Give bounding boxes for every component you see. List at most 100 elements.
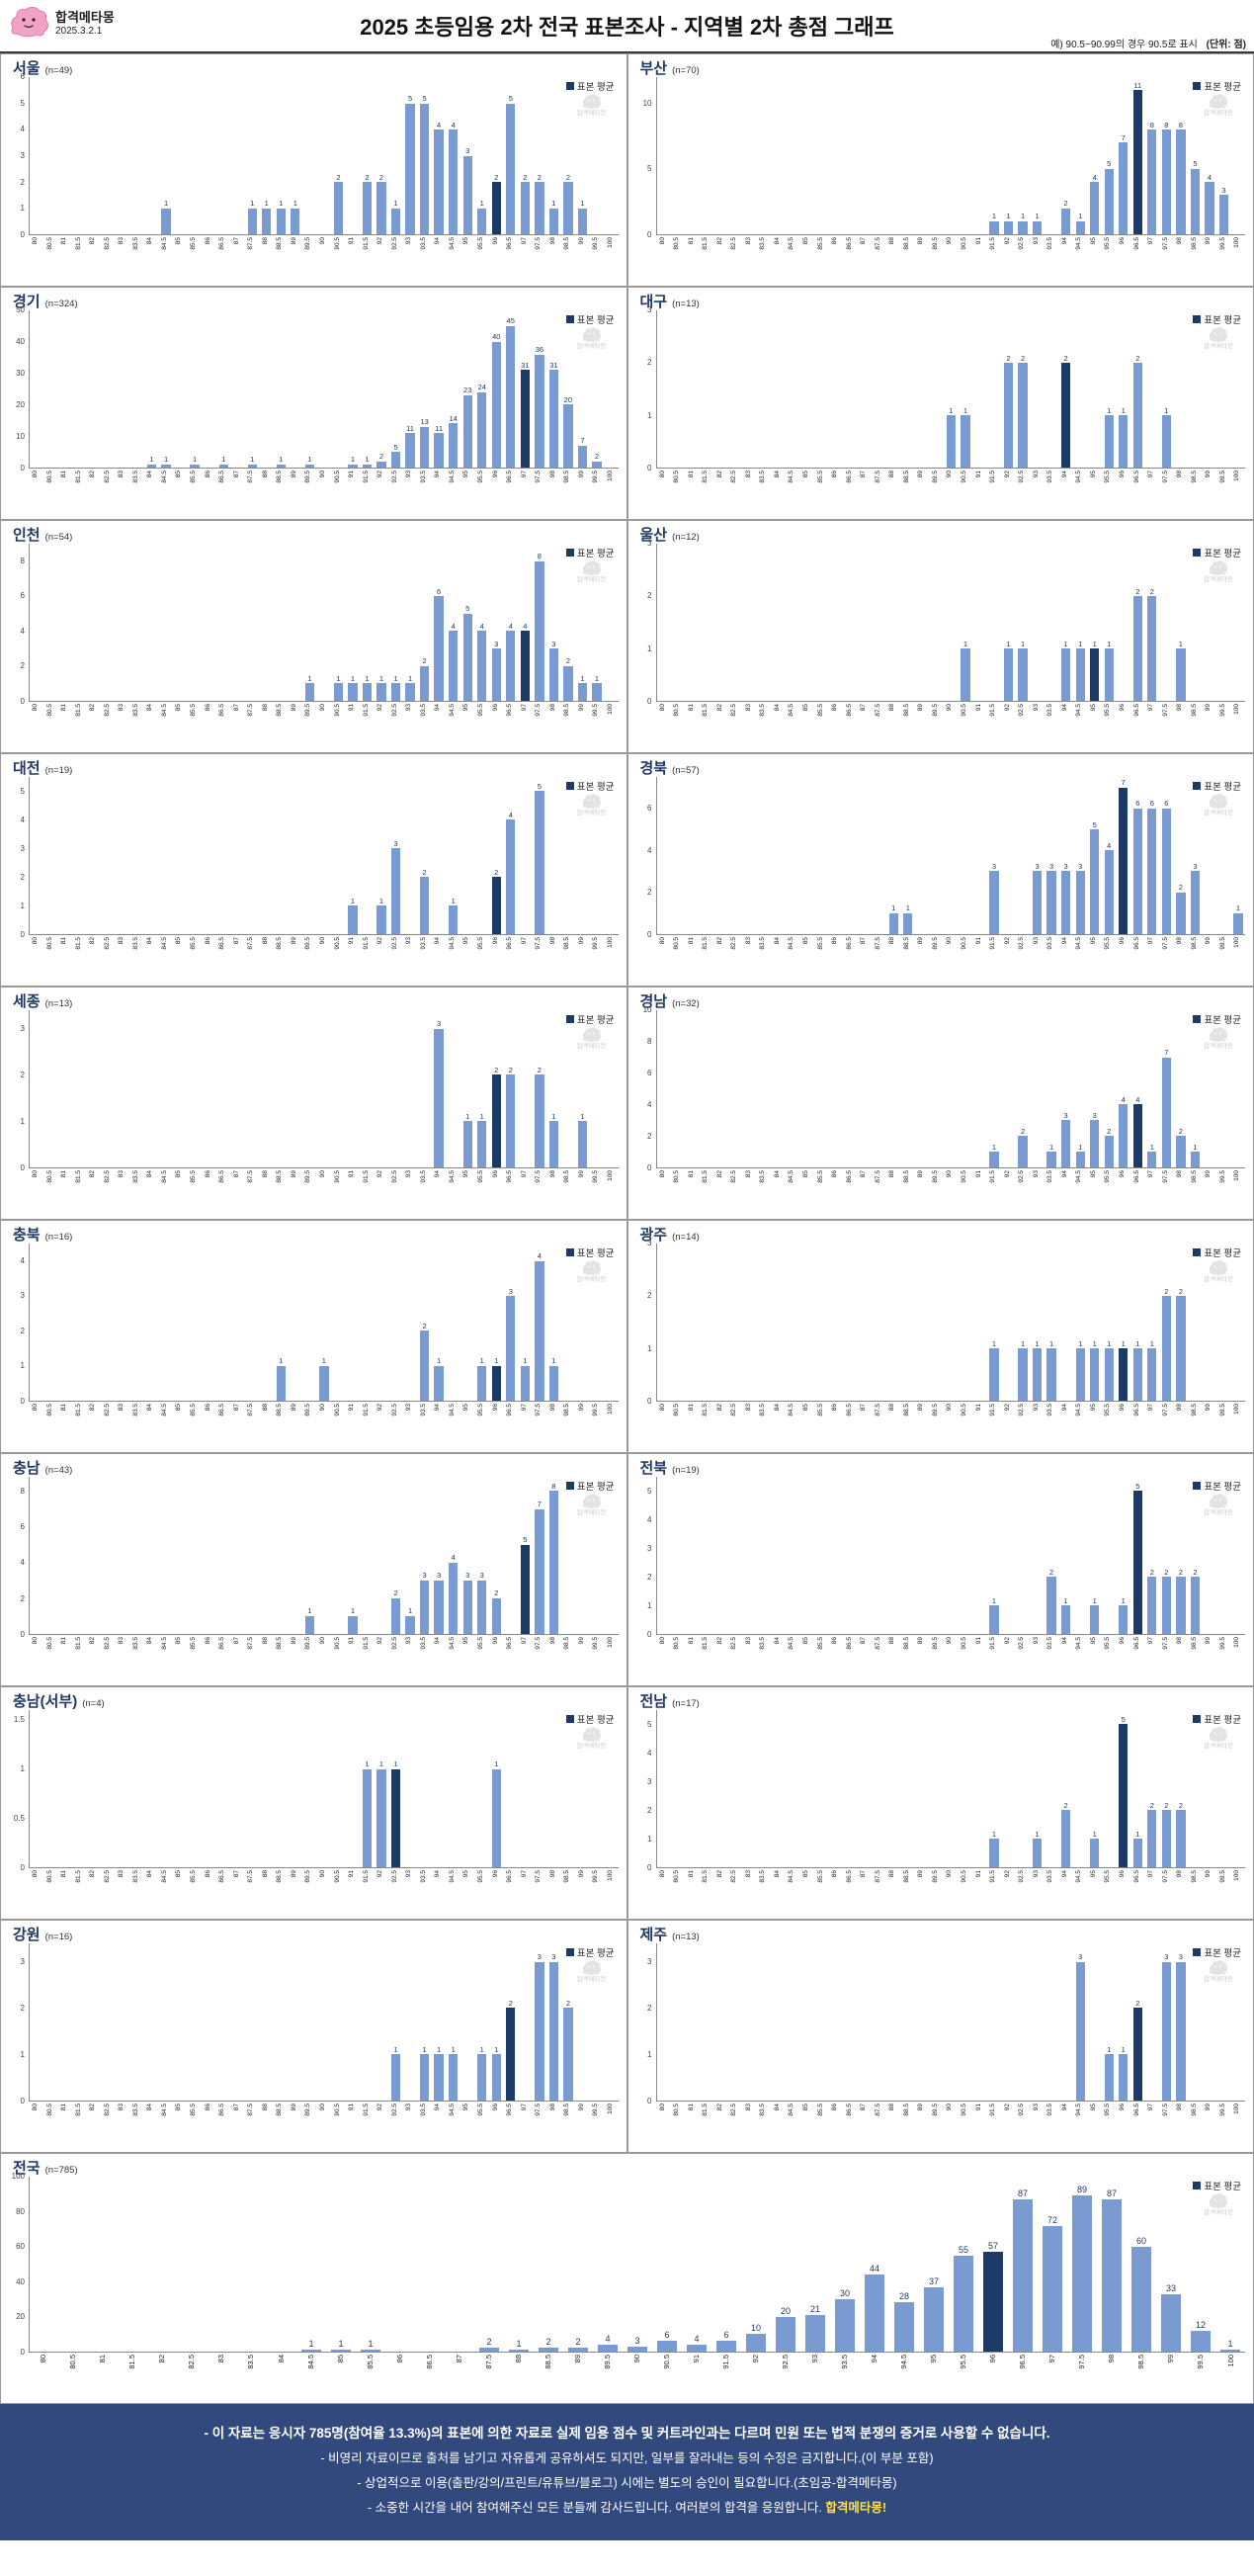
bin-93: 1 <box>1030 1710 1045 1867</box>
bin-97 <box>518 1943 533 2101</box>
bin-81 <box>58 777 73 934</box>
x-tick-label: 100 <box>1233 704 1241 715</box>
bar-95 <box>1090 829 1100 934</box>
x-tick-label: 80.5 <box>673 937 681 950</box>
x-tick: 96 <box>1116 1868 1130 1918</box>
x-tick-label: 99 <box>1205 2104 1212 2111</box>
bar-value: 2 <box>422 1321 427 1331</box>
bin-98.5 <box>1188 544 1203 701</box>
x-tick: 91.5 <box>986 2102 1001 2151</box>
region-title: 충남 <box>13 1460 41 1477</box>
x-tick-label: 93 <box>1032 1404 1040 1412</box>
bin-84 <box>772 1244 787 1401</box>
y-tick-label: 0 <box>20 930 25 939</box>
x-tick: 94.5 <box>446 2102 460 2151</box>
bar-value: 1 <box>1121 2044 1126 2054</box>
x-tick: 83.5 <box>756 1868 771 1918</box>
y-tick-label: 20 <box>16 2312 25 2322</box>
bin-90.5 <box>331 310 346 468</box>
bin-92.5: 1 <box>1016 77 1031 234</box>
bin-91.5: 6 <box>711 2177 741 2352</box>
bar-99.5 <box>1191 2330 1211 2352</box>
x-tick: 86.5 <box>843 1168 858 1218</box>
bin-84 <box>144 544 159 701</box>
x-tick-label: 99.5 <box>1218 1870 1226 1883</box>
logo-title: 합격메타몽 <box>55 10 115 26</box>
x-tick-label: 82.5 <box>103 1404 111 1417</box>
bin-82 <box>714 1710 729 1867</box>
x-tick-label: 96.5 <box>506 237 514 250</box>
bins: 1 1 1 1 2 1 4 5 7 11 8 8 8 5 4 3 <box>657 77 1246 234</box>
bin-99 <box>1203 1943 1217 2101</box>
bin-88 <box>260 1943 275 2101</box>
x-tick-label: 87 <box>860 1404 868 1412</box>
x-tick: 87 <box>857 702 872 751</box>
chart-panel-busan: 부산 (n=70) 0 5 10 표본 평균 합격메타몽 1 1 1 1 2 1 4 5 7 11 8 8 8 5 4 3 8… <box>627 53 1254 287</box>
x-tick: 88 <box>259 2102 274 2151</box>
bin-91 <box>972 1477 987 1634</box>
x-tick-label: 83.5 <box>759 237 767 250</box>
x-tick: 90.5 <box>330 2102 345 2151</box>
x-tick-label: 86.5 <box>424 2355 434 2369</box>
bin-98.5 <box>1188 1943 1203 2101</box>
x-tick-label: 83 <box>118 704 125 712</box>
bin-100 <box>1231 1244 1246 1401</box>
x-tick-label: 81 <box>60 2104 68 2111</box>
legend: 표본 평균 <box>565 546 615 559</box>
bin-86.5 <box>843 777 858 934</box>
x-tick: 85.5 <box>814 1402 829 1451</box>
bin-90.5 <box>959 1943 973 2101</box>
x-tick: 94 <box>431 1402 446 1451</box>
x-tick-label: 81 <box>687 937 695 945</box>
x-tick-label: 92.5 <box>390 1870 398 1883</box>
x-tick: 87 <box>230 1402 245 1451</box>
bin-86 <box>829 544 844 701</box>
bin-83.5 <box>757 310 772 468</box>
x-tick-label: 99.5 <box>1218 1170 1226 1183</box>
x-axis-spacer <box>3 702 29 751</box>
bar-94 <box>1060 1120 1071 1167</box>
x-tick-label: 87.5 <box>247 2104 255 2116</box>
y-tick-label: 0 <box>20 697 25 706</box>
x-tick-label: 99.5 <box>1218 471 1226 483</box>
x-tick: 85.5 <box>187 1868 202 1918</box>
x-tick-label: 94 <box>434 1637 442 1645</box>
bin-86 <box>202 1244 216 1401</box>
x-tick-label: 95.5 <box>1104 1170 1112 1183</box>
x-axis: 80 80.5 81 81.5 82 82.5 83 83.5 84 84.5 85 85.5 86 86… <box>630 935 1246 985</box>
x-tick: 89.5 <box>929 702 944 751</box>
x-tick: 93 <box>402 702 417 751</box>
bin-96.5: 4 <box>1130 1010 1145 1167</box>
y-tick-label: 2 <box>20 1326 25 1335</box>
bin-93.5: 1 <box>1045 1010 1059 1167</box>
x-tick: 87.5 <box>872 935 886 985</box>
x-tick-label: 92.5 <box>1018 1170 1026 1183</box>
x-tick-label: 100 <box>606 2104 614 2114</box>
x-tick-label: 99.5 <box>592 471 600 483</box>
bar-value: 1 <box>991 1338 997 1348</box>
bin-92: 10 <box>741 2177 771 2352</box>
bin-97.5: 8 <box>1159 77 1174 234</box>
x-tick: 82 <box>713 702 728 751</box>
bin-81.5 <box>73 1710 88 1867</box>
x-tick-label: 93.5 <box>1046 471 1054 483</box>
x-tick-label: 87 <box>860 1637 868 1645</box>
x-tick-label: 94 <box>434 471 442 478</box>
x-tick: 91 <box>972 935 987 985</box>
x-tick-label: 93.5 <box>419 237 427 250</box>
y-tick-label: 0 <box>647 464 652 472</box>
bar-88 <box>262 208 272 234</box>
x-tick: 100 <box>604 1402 619 1451</box>
bar-value: 20 <box>780 2305 792 2316</box>
bin-92: 2 <box>375 77 389 234</box>
x-tick: 97.5 <box>532 1635 546 1684</box>
x-tick-label: 83 <box>744 2104 752 2111</box>
x-tick-label: 92 <box>376 237 384 245</box>
chart-panel-jeonbuk: 전북 (n=19) 0 1 2 3 4 5 표본 평균 합격메타몽 1 2 1 1 1 5 2 2 2 2 80 80.5… <box>627 1453 1254 1686</box>
bar-value: 1 <box>279 455 284 465</box>
x-tick-label: 85 <box>801 1404 809 1412</box>
x-tick-label: 86.5 <box>218 937 226 950</box>
